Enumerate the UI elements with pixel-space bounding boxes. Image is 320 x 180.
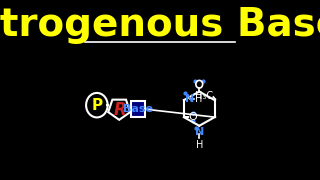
Text: H₃C: H₃C (195, 91, 213, 101)
Text: Nitrogenous Bases: Nitrogenous Bases (0, 6, 320, 44)
Text: N: N (185, 94, 195, 104)
Text: H: H (196, 140, 203, 150)
Text: O: O (189, 112, 198, 122)
Text: N: N (195, 127, 204, 137)
Text: Base: Base (123, 104, 153, 114)
Text: P: P (91, 98, 102, 113)
FancyBboxPatch shape (131, 101, 145, 117)
Text: R: R (114, 101, 126, 119)
Text: H: H (195, 94, 202, 104)
